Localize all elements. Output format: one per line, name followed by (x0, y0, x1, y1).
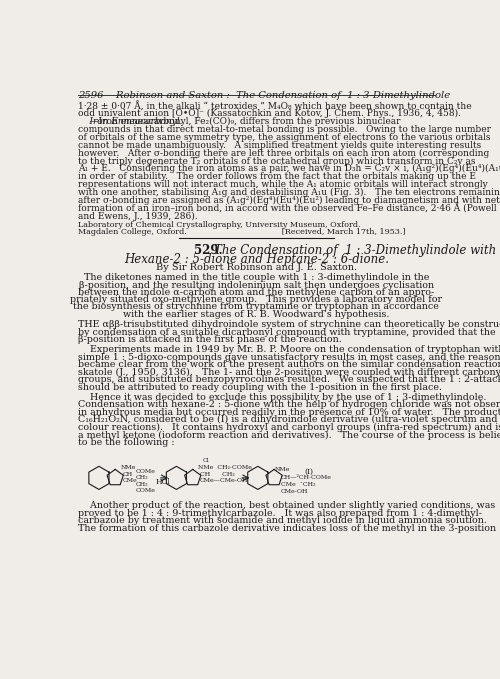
Text: however.   After σ-bonding there are left three orbitals on each iron atom (corr: however. After σ-bonding there are left … (78, 149, 489, 158)
Text: COMe: COMe (136, 469, 156, 474)
Text: by condensation of a suitable dicarbonyl compound with tryptamine, provided that: by condensation of a suitable dicarbonyl… (78, 328, 496, 337)
Text: and Ewens, J., 1939, 286).: and Ewens, J., 1939, 286). (78, 211, 198, 221)
Text: CH      CH₂: CH CH₂ (200, 471, 234, 477)
Text: cannot be made unambiguously.   A simplified treatment yields quite interesting : cannot be made unambiguously. A simplifi… (78, 141, 481, 150)
Text: formation of an iron–iron bond, in accord with the observed Fe–Fe distance, 2·46: formation of an iron–iron bond, in accor… (78, 204, 496, 214)
Text: β-position is attacked in the first phase of the reaction.: β-position is attacked in the first phas… (78, 335, 342, 344)
Text: CMe—CMe-OH: CMe—CMe-OH (200, 479, 248, 483)
Text: after σ-bonding are assigned as (A₁g²)(Eg⁴)(Eu⁴)(Eu²) leading to diamagnetism an: after σ-bonding are assigned as (A₁g²)(E… (78, 196, 500, 205)
Text: carbazole by treatment with sodamide and methyl iodide in liquid ammonia solutio: carbazole by treatment with sodamide and… (78, 516, 487, 525)
Text: NMe  CH₂·COMe: NMe CH₂·COMe (198, 464, 252, 470)
Text: 2596    Robinson and Saxton :  The Condensation of  1 : 3-Dimethylindole: 2596 Robinson and Saxton : The Condensat… (78, 91, 450, 100)
Text: between the indole α-carbon atom and the methylene carbon of an appro-: between the indole α-carbon atom and the… (78, 288, 434, 297)
Text: CMe-OH: CMe-OH (281, 490, 308, 494)
Text: should be attributed to ready coupling with the 1-position in the first place.: should be attributed to ready coupling w… (78, 383, 442, 392)
Text: Condensation with hexane-2 : 5-dione with the help of hydrogen chloride was not : Condensation with hexane-2 : 5-dione wit… (78, 400, 500, 409)
Text: Iron Enneacarbonyl.: Iron Enneacarbonyl. (78, 117, 182, 126)
Text: Another product of the reaction, best obtained under slightly varied conditions,: Another product of the reaction, best ob… (78, 501, 495, 510)
Text: representations will not interact much, while the A₁ atomic orbitals will intera: representations will not interact much, … (78, 180, 488, 189)
Text: of orbitals of the same symmetry type, the assignment of electrons to the variou: of orbitals of the same symmetry type, t… (78, 133, 490, 142)
Text: Experiments made in 1949 by Mr. B. P. Moore on the condensation of tryptophan wi: Experiments made in 1949 by Mr. B. P. Mo… (78, 345, 500, 354)
Text: Hence it was decided to exclude this possibility by the use of 1 : 3-dimethylind: Hence it was decided to exclude this pos… (78, 392, 486, 402)
Text: HCl: HCl (156, 479, 170, 486)
Text: in anhydrous media but occurred readily in the presence of 10% of water.   The p: in anhydrous media but occurred readily … (78, 408, 500, 417)
Text: compounds in that direct metal-to-metal bonding is possible.   Owing to the larg: compounds in that direct metal-to-metal … (78, 125, 491, 134)
Text: The formation of this carbazole derivative indicates loss of the methyl in the 3: The formation of this carbazole derivati… (78, 524, 496, 532)
Text: CH: CH (122, 471, 132, 477)
Text: CH₂: CH₂ (136, 481, 149, 487)
Text: became clear from the work of the present authors on the similar condensation re: became clear from the work of the presen… (78, 361, 500, 369)
Text: (I): (I) (304, 468, 314, 476)
Text: Cl: Cl (203, 458, 209, 462)
Text: The diketones named in the title couple with 1 : 3-dimethylindole in the: The diketones named in the title couple … (84, 273, 429, 282)
Text: simple 1 : 5-dioxo-compounds gave unsatisfactory results in most cases, and the : simple 1 : 5-dioxo-compounds gave unsati… (78, 352, 500, 362)
Text: proved to be 1 : 4 : 9-trimethylcarbazole.   It was also prepared from 1 : 4-dim: proved to be 1 : 4 : 9-trimethylcarbazol… (78, 509, 482, 517)
Text: 1·28 ± 0·07 Å, in the alkali “ tetroxides ” M₄O₈ which have been shown to contai: 1·28 ± 0·07 Å, in the alkali “ tetroxide… (78, 101, 471, 111)
Text: with the earlier stages of R. B. Woodward’s hypothesis.: with the earlier stages of R. B. Woodwar… (123, 310, 390, 318)
Text: The Condensation of  1 : 3-Dimethylindole with: The Condensation of 1 : 3-Dimethylindole… (214, 244, 496, 257)
Text: 529.: 529. (194, 244, 223, 257)
Text: to the triply degenerate T₂ orbitals of the octahedral group) which transform in: to the triply degenerate T₂ orbitals of … (78, 156, 475, 166)
Text: C₁₆H₂₁O₂N, considered to be (I) is a dihydroindole derivative (ultra-violet spec: C₁₆H₂₁O₂N, considered to be (I) is a dih… (78, 416, 498, 424)
Text: to be the following :: to be the following : (78, 438, 174, 447)
Text: COMe: COMe (136, 488, 156, 493)
Text: odd univalent anion [O•O]⁻ (Kassatochkin and Kotov, J. Chem. Phys., 1936, 4, 458: odd univalent anion [O•O]⁻ (Kassatochkin… (78, 109, 461, 118)
Text: β-position, and the resulting indoleninium salt then undergoes cyclisation: β-position, and the resulting indolenini… (78, 280, 434, 289)
Text: groups, and substituted benzopyrrocolines resulted.   We suspected that the 1 : : groups, and substituted benzopyrrocoline… (78, 375, 500, 384)
Text: priately situated oxo-methylene group.   This provides a laboratory model for: priately situated oxo-methylene group. T… (70, 295, 442, 304)
Text: CH—²CH·COMe: CH—²CH·COMe (281, 475, 332, 480)
Text: THE αββ-trisubstituted dihydroindole system of strychnine can theoretically be c: THE αββ-trisubstituted dihydroindole sys… (78, 320, 500, 329)
Text: By Sir Robert Robinson and J. E. Saxton.: By Sir Robert Robinson and J. E. Saxton. (156, 263, 357, 272)
Text: A₁ + E.   Considering the iron atoms as a pair, we have in D₃h = C₂v × i, (A₁g²): A₁ + E. Considering the iron atoms as a … (78, 164, 500, 173)
Text: NMe: NMe (275, 467, 290, 472)
Text: skatole (J., 1950, 3136).   The 1- and the 2-position were coupled with differen: skatole (J., 1950, 3136). The 1- and the… (78, 368, 500, 377)
Text: in order of stability.   The order follows from the fact that the orbitals makin: in order of stability. The order follows… (78, 172, 476, 181)
Text: NMe: NMe (120, 464, 136, 470)
Text: CMe: CMe (122, 479, 137, 483)
Text: Magdalen College, Oxford.                                      [Received, March : Magdalen College, Oxford. [Received, Mar… (78, 227, 406, 236)
Text: Laboratory of Chemical Crystallography, University Museum, Oxford.: Laboratory of Chemical Crystallography, … (78, 221, 360, 229)
Text: CH₂: CH₂ (136, 475, 149, 480)
Text: CMe  ˆCH₂: CMe ˆCH₂ (281, 482, 316, 488)
Text: Hexane-2 : 5-dione and Heptane-2 : 6-dione.: Hexane-2 : 5-dione and Heptane-2 : 6-dio… (124, 253, 389, 266)
Text: with one another, stabilising A₁g and destabilising A₁u (Fig. 3).   The ten elec: with one another, stabilising A₁g and de… (78, 188, 500, 197)
Text: colour reactions).   It contains hydroxyl and carbonyl groups (infra-red spectru: colour reactions). It contains hydroxyl … (78, 423, 500, 432)
Text: the biosynthesis of strychnine from tryptamine or tryptophan in accordance: the biosynthesis of strychnine from tryp… (74, 302, 439, 312)
Text: —Iron enneacarbonyl, Fe₂(CO)₉, differs from the previous binuclear: —Iron enneacarbonyl, Fe₂(CO)₉, differs f… (78, 117, 400, 126)
Text: a methyl ketone (iodoform reaction and derivatives).   The course of the process: a methyl ketone (iodoform reaction and d… (78, 430, 500, 439)
